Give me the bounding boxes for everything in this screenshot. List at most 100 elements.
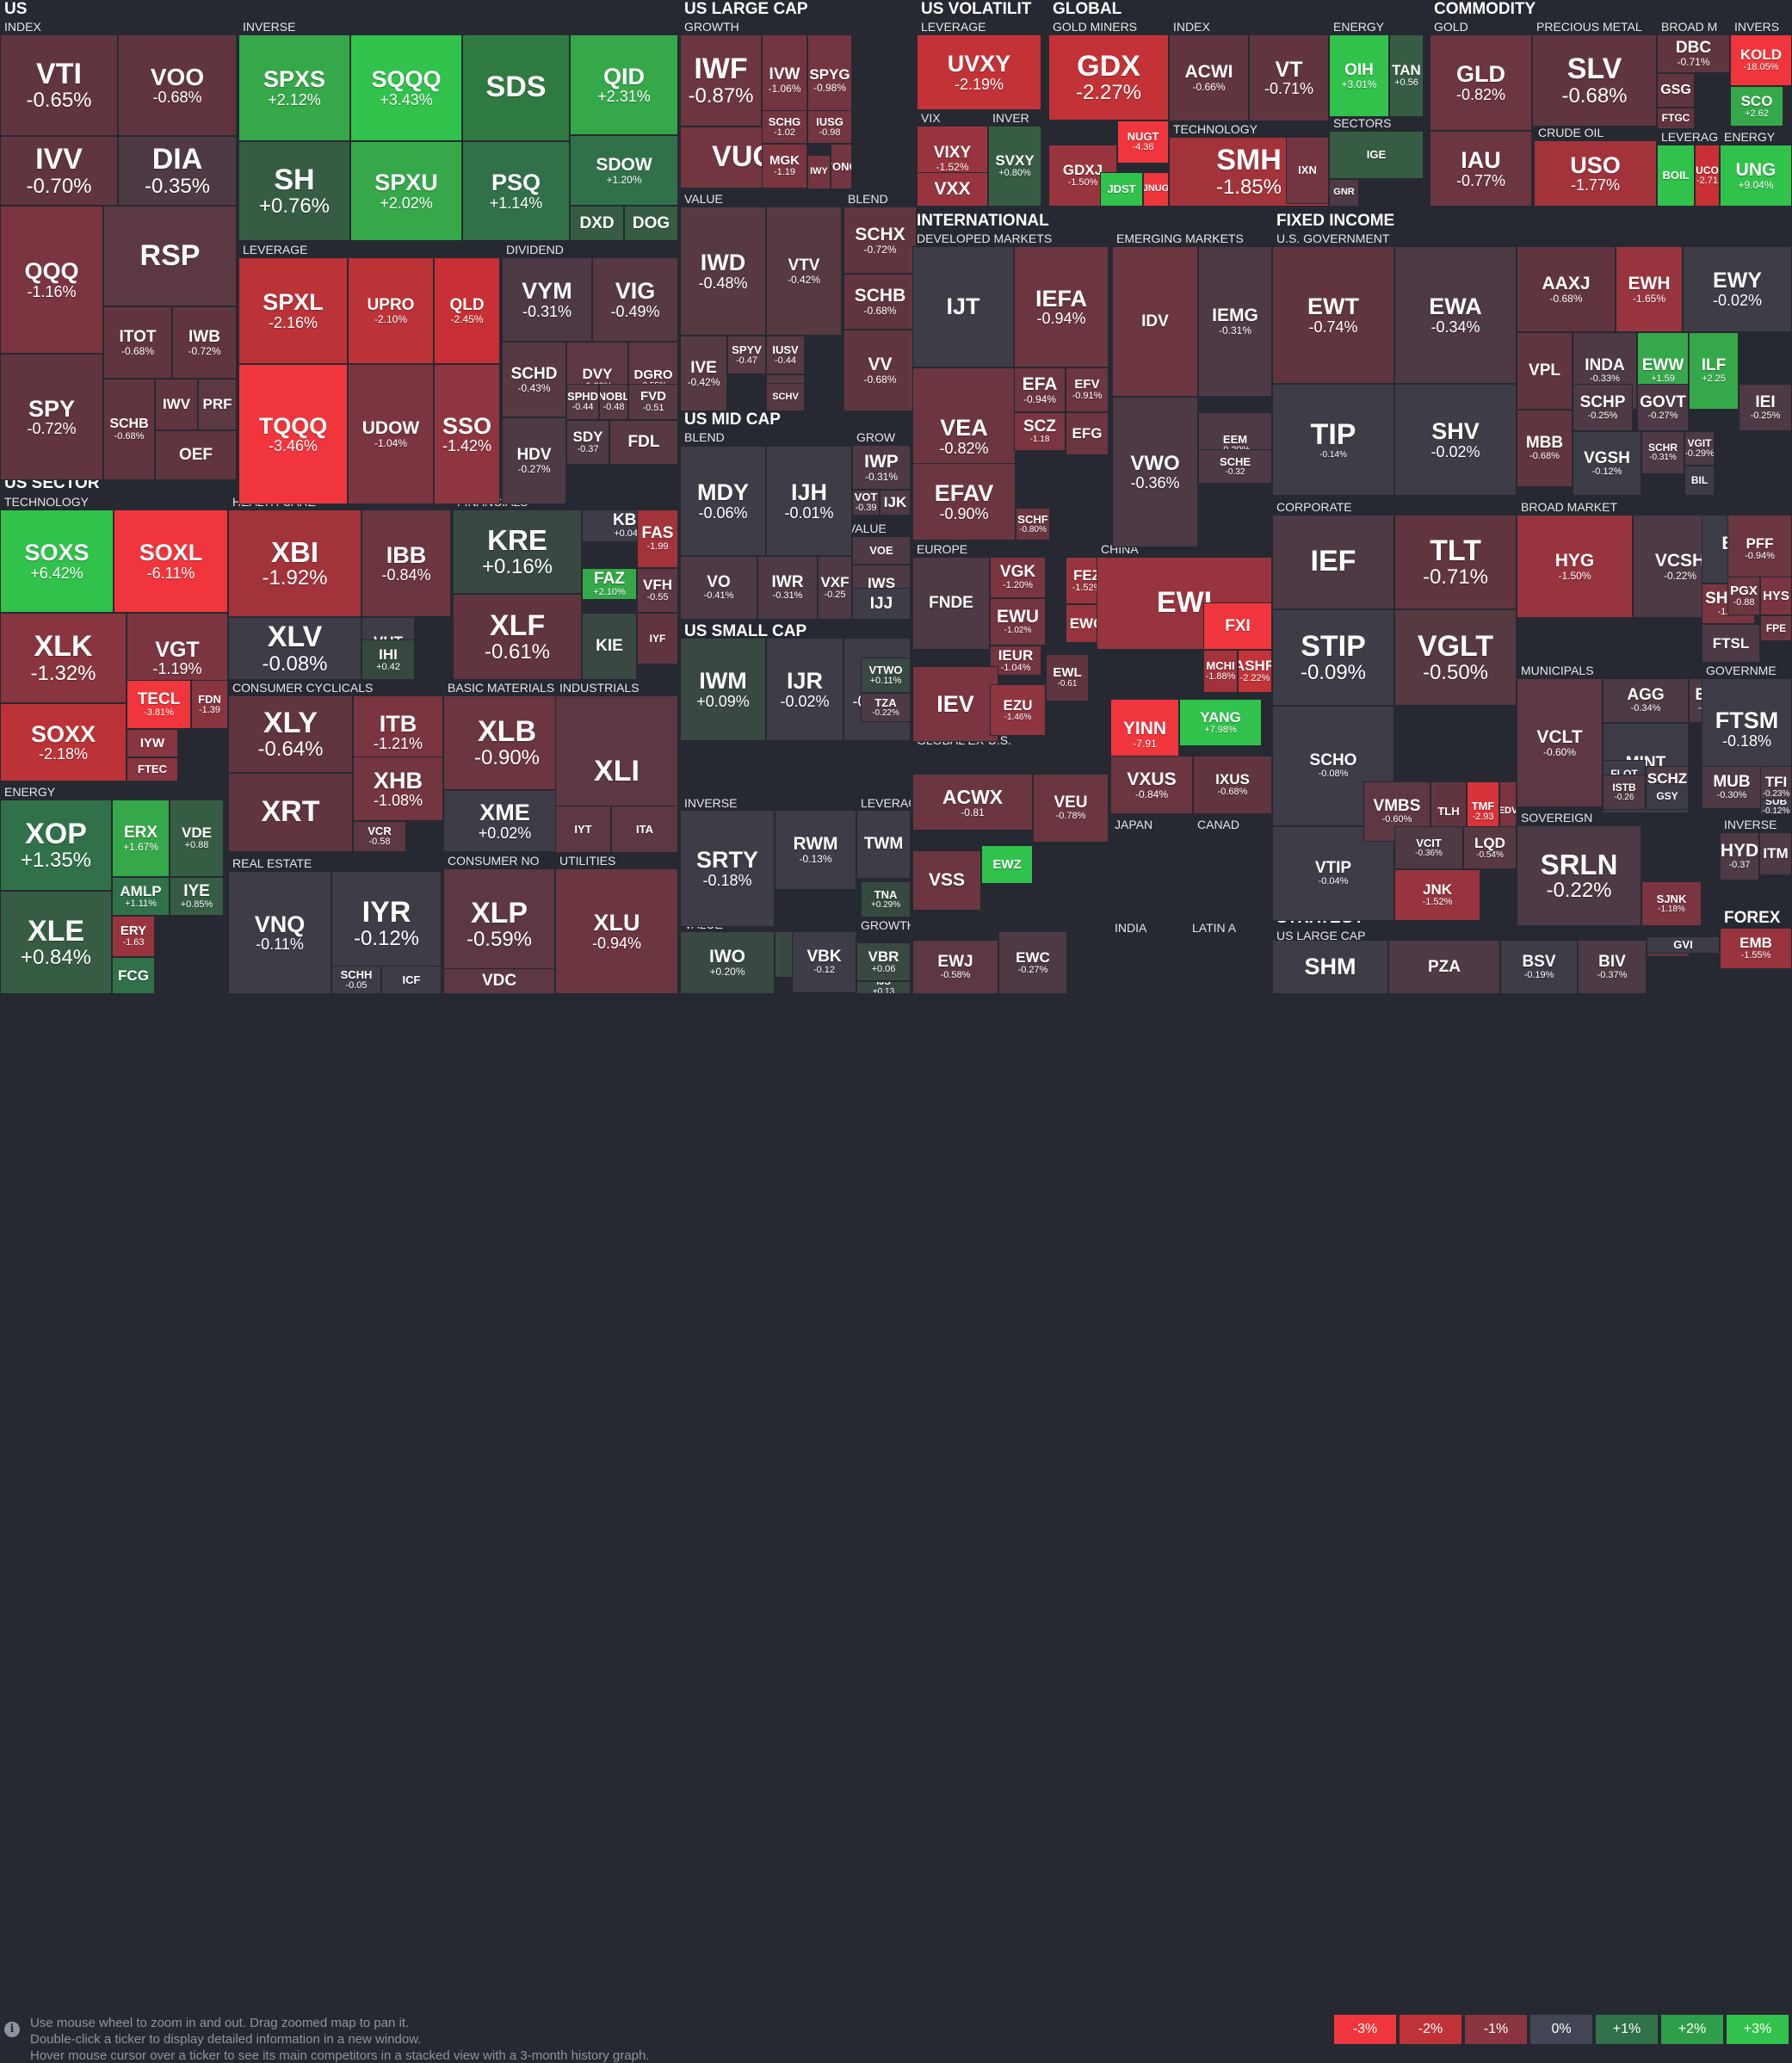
ticker-tile-hdv[interactable]: HDV -0.27% — [502, 417, 566, 504]
ticker-tile-vym[interactable]: VYM -0.31% — [502, 257, 592, 342]
ticker-tile-iwv[interactable]: IWV — [155, 379, 198, 430]
ticker-tile-efg[interactable]: EFG — [1066, 412, 1109, 455]
ticker-tile-xlb[interactable]: XLB -0.90% — [443, 695, 571, 790]
ticker-tile-vdc[interactable]: VDC — [443, 968, 555, 994]
ticker-tile-ijr[interactable]: IJR -0.02% — [766, 638, 843, 741]
ticker-tile-ewa[interactable]: EWA -0.34% — [1394, 246, 1517, 384]
ticker-tile-ewl[interactable]: EWL -0.61 — [1046, 654, 1089, 701]
ticker-tile-iyt[interactable]: IYT — [555, 806, 611, 853]
ticker-tile-vt[interactable]: VT -0.71% — [1249, 34, 1329, 121]
ticker-tile-ashr[interactable]: ASHR-2.22% — [1238, 650, 1272, 693]
ticker-tile-ewh[interactable]: EWH -1.65% — [1616, 246, 1683, 332]
ticker-tile-veu[interactable]: VEU -0.78% — [1033, 774, 1109, 843]
ticker-tile-dxd[interactable]: DXD — [570, 206, 624, 241]
ticker-tile-uvxy[interactable]: UVXY -2.19% — [917, 34, 1041, 110]
ticker-tile-udow[interactable]: UDOW -1.04% — [348, 364, 434, 504]
ticker-tile-xbi[interactable]: XBI -1.92% — [228, 510, 361, 617]
ticker-tile-ivv[interactable]: IVV -0.70% — [0, 136, 118, 206]
ticker-tile-iwp[interactable]: IWP -0.31% — [852, 445, 911, 490]
ticker-tile-lqd[interactable]: LQD -0.54% — [1463, 826, 1517, 869]
ticker-tile-mgk[interactable]: MGK -1.19 — [762, 144, 807, 188]
ticker-tile-spxu[interactable]: SPXU +2.02% — [350, 141, 462, 241]
ticker-tile-vde[interactable]: VDE +0.88 — [170, 800, 224, 877]
ticker-tile-gvi[interactable]: GVI — [1647, 936, 1720, 954]
ticker-tile-pza[interactable]: PZA — [1388, 940, 1500, 994]
ticker-tile-kie[interactable]: KIE — [582, 613, 637, 680]
ticker-tile-ftsm[interactable]: FTSM -0.18% — [1702, 678, 1792, 780]
ticker-tile-mbb[interactable]: MBB -0.68% — [1517, 410, 1573, 487]
ticker-tile-gnr[interactable]: GNR — [1329, 179, 1359, 207]
ticker-tile-mdy[interactable]: MDY -0.06% — [680, 446, 766, 556]
ticker-tile-vtip[interactable]: VTIP -0.04% — [1272, 826, 1394, 921]
ticker-tile-ixus[interactable]: IXUS -0.68% — [1193, 756, 1272, 814]
ticker-tile-ewu[interactable]: EWU -1.02% — [990, 598, 1046, 645]
ticker-tile-mchi[interactable]: MCHI -1.88% — [1203, 650, 1238, 693]
ticker-tile-schg[interactable]: SCHG -1.02 — [762, 110, 807, 144]
ticker-tile-vong[interactable]: VONG — [831, 144, 852, 189]
ticker-tile-oef[interactable]: OEF — [155, 430, 237, 480]
ticker-tile-rwm[interactable]: RWM -0.13% — [775, 810, 856, 890]
ticker-tile-schv[interactable]: SCHV — [766, 383, 805, 411]
ticker-tile-vgk[interactable]: VGK -1.20% — [990, 557, 1046, 598]
ticker-tile-idv[interactable]: IDV — [1112, 246, 1198, 397]
ticker-tile-xlf[interactable]: XLF -0.61% — [453, 594, 582, 680]
ticker-tile-iwm[interactable]: IWM +0.09% — [680, 638, 766, 741]
ticker-tile-fcg[interactable]: FCG — [112, 957, 155, 994]
ticker-tile-itm[interactable]: ITM — [1759, 832, 1792, 875]
ticker-tile-efav[interactable]: EFAV -0.90% — [912, 463, 1016, 540]
ticker-tile-twm[interactable]: TWM — [856, 810, 911, 879]
ticker-tile-xhb[interactable]: XHB -1.08% — [353, 757, 443, 821]
ticker-tile-uco[interactable]: UCO -2.71 — [1695, 145, 1720, 207]
ticker-tile-prf[interactable]: PRF — [198, 379, 237, 430]
ticker-tile-boil[interactable]: BOIL — [1657, 145, 1695, 207]
ticker-tile-spy[interactable]: SPY -0.72% — [0, 354, 103, 480]
ticker-tile-vcr[interactable]: VCR -0.58 — [353, 821, 406, 852]
ticker-tile-govt[interactable]: GOVT -0.27% — [1637, 384, 1689, 431]
ticker-tile-biv[interactable]: BIV -0.37% — [1578, 940, 1647, 994]
ticker-tile-acwx[interactable]: ACWX -0.81 — [912, 774, 1033, 831]
ticker-tile-vtv[interactable]: VTV -0.42% — [766, 207, 842, 336]
ticker-tile-schb[interactable]: SCHB -0.68% — [843, 274, 917, 330]
ticker-tile-nugt[interactable]: NUGT -4.36 — [1117, 120, 1169, 164]
ticker-tile-ige[interactable]: IGE — [1329, 131, 1424, 179]
ticker-tile-spxl[interactable]: SPXL -2.16% — [238, 257, 348, 364]
ticker-tile-xlv[interactable]: XLV -0.08% — [228, 617, 361, 680]
ticker-tile-spyv[interactable]: SPYV -0.47 — [727, 336, 766, 374]
ticker-tile-gsy[interactable]: GSY — [1646, 783, 1689, 810]
ticker-tile-itot[interactable]: ITOT -0.68% — [103, 306, 172, 379]
ticker-tile-ewt[interactable]: EWT -0.74% — [1272, 246, 1394, 384]
ticker-tile-iwr[interactable]: IWR -0.31% — [757, 556, 818, 620]
ticker-tile-ijh[interactable]: IJH -0.01% — [766, 446, 852, 556]
ticker-tile-vtwo[interactable]: VTWO +0.11% — [861, 658, 911, 693]
ticker-tile-sche[interactable]: SCHE -0.32 — [1198, 449, 1272, 484]
ticker-tile-vig[interactable]: VIG -0.49% — [592, 257, 678, 342]
ticker-tile-ilf[interactable]: ILF +2.25 — [1689, 332, 1739, 410]
ticker-tile-gdx[interactable]: GDX -2.27% — [1048, 34, 1169, 120]
ticker-tile-hys[interactable]: HYS — [1760, 577, 1792, 615]
ticker-tile-schh[interactable]: SCHH -0.05 — [331, 966, 381, 994]
ticker-tile-vfh[interactable]: VFH -0.55 — [637, 568, 678, 613]
ticker-tile-fas[interactable]: FAS -1.99 — [637, 510, 678, 568]
ticker-tile-oih[interactable]: OIH +3.01% — [1329, 34, 1389, 117]
ticker-tile-efa[interactable]: EFA -0.94% — [1014, 368, 1066, 412]
ticker-tile-fvd[interactable]: FVD -0.51 — [628, 384, 678, 420]
ticker-tile-fxi[interactable]: FXI — [1203, 602, 1272, 650]
ticker-tile-efv[interactable]: EFV -0.91% — [1066, 368, 1109, 412]
ticker-tile-sh[interactable]: SH +0.76% — [238, 141, 350, 241]
ticker-tile-slv[interactable]: SLV -0.68% — [1532, 34, 1657, 127]
ticker-tile-mub[interactable]: MUB -0.30% — [1702, 766, 1762, 809]
ticker-tile-ewj[interactable]: EWJ -0.58% — [912, 940, 998, 994]
ticker-tile-iwb[interactable]: IWB -0.72% — [172, 306, 237, 379]
ticker-tile-vot[interactable]: VOT -0.39 — [852, 490, 880, 516]
ticker-tile-bsv[interactable]: BSV -0.19% — [1500, 940, 1578, 994]
ticker-tile-ief[interactable]: IEF — [1272, 515, 1394, 609]
ticker-tile-ftsl[interactable]: FTSL — [1702, 624, 1760, 663]
ticker-tile-ewz[interactable]: EWZ — [981, 845, 1033, 884]
ticker-tile-iei[interactable]: IEI -0.25% — [1739, 384, 1792, 431]
ticker-tile-soxs[interactable]: SOXS +6.42% — [0, 510, 114, 613]
ticker-tile-iwo[interactable]: IWO +0.20% — [680, 931, 775, 994]
ticker-tile-iau[interactable]: IAU -0.77% — [1430, 131, 1532, 207]
ticker-tile-vcit[interactable]: VCIT -0.36% — [1394, 826, 1463, 869]
ticker-tile-ijj[interactable]: IJJ — [852, 588, 911, 620]
ticker-tile-schf[interactable]: SCHF -0.80% — [1016, 508, 1050, 540]
